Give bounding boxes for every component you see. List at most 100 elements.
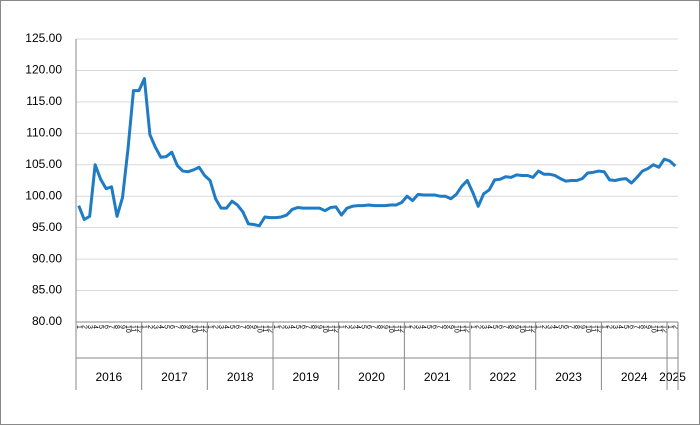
x-group-label: 2017 [161, 370, 188, 384]
x-tick-label: 3 [546, 325, 553, 329]
x-tick-label: 9 [316, 325, 323, 329]
x-tick-label: 1 [141, 325, 148, 329]
x-tick-label: 9 [513, 325, 520, 329]
x-tick-label: 2 [474, 325, 481, 329]
x-tick-label: 11 [327, 325, 334, 332]
x-group-label: 2025 [659, 370, 686, 384]
x-group-label: 2022 [490, 370, 517, 384]
x-tick-label: 6 [234, 325, 241, 329]
x-tick-label: 12 [595, 325, 602, 333]
x-tick-label: 7 [239, 325, 246, 329]
x-tick-label: 11 [130, 325, 137, 332]
x-tick-label: 6 [365, 325, 372, 329]
x-tick-label: 4 [354, 325, 361, 329]
x-tick-label: 11 [655, 325, 662, 332]
x-tick-label: 10 [255, 325, 262, 333]
x-tick-label: 5 [228, 325, 235, 329]
y-tick-label: 85.00 [32, 283, 62, 297]
x-tick-label: 7 [173, 325, 180, 329]
x-tick-label: 12 [201, 325, 208, 333]
x-tick-label: 10 [124, 325, 131, 333]
x-tick-label: 3 [152, 325, 159, 329]
x-tick-label: 1 [469, 325, 476, 329]
y-tick-label: 105.00 [25, 157, 62, 171]
x-tick-label: 7 [436, 325, 443, 329]
x-tick-label: 4 [617, 325, 624, 329]
x-tick-label: 8 [639, 325, 646, 329]
x-tick-label: 4 [288, 325, 295, 329]
y-tick-label: 110.00 [26, 126, 62, 140]
x-tick-label: 5 [294, 325, 301, 329]
x-group-label: 2018 [227, 370, 254, 384]
x-tick-label: 8 [507, 325, 514, 329]
x-tick-label: 1 [206, 325, 213, 329]
y-tick-label: 115.00 [26, 94, 62, 108]
x-tick-label: 4 [223, 325, 230, 329]
x-tick-label: 6 [496, 325, 503, 329]
x-tick-label: 6 [102, 325, 109, 329]
x-tick-label: 10 [387, 325, 394, 333]
x-tick-label: 3 [86, 325, 93, 329]
x-tick-label: 8 [573, 325, 580, 329]
x-tick-label: 7 [305, 325, 312, 329]
x-tick-label: 4 [420, 325, 427, 329]
x-tick-label: 2 [409, 325, 416, 329]
x-tick-label: 7 [633, 325, 640, 329]
y-tick-label: 90.00 [32, 251, 62, 265]
x-tick-label: 5 [556, 325, 563, 329]
x-tick-label: 11 [589, 325, 596, 332]
x-tick-label: 2 [212, 325, 219, 329]
x-tick-label: 4 [485, 325, 492, 329]
x-tick-label: 6 [168, 325, 175, 329]
x-tick-label: 10 [584, 325, 591, 333]
x-tick-label: 10 [190, 325, 197, 333]
x-tick-label: 3 [611, 325, 618, 329]
x-tick-label: 4 [91, 325, 98, 329]
x-tick-label: 8 [376, 325, 383, 329]
y-tick-label: 100.00 [25, 188, 62, 202]
x-group-label: 2023 [555, 370, 582, 384]
x-tick-label: 5 [425, 325, 432, 329]
x-tick-label: 8 [179, 325, 186, 329]
x-tick-label: 2 [606, 325, 613, 329]
x-tick-label: 3 [349, 325, 356, 329]
x-group-label: 2024 [621, 370, 648, 384]
x-tick-label: 8 [442, 325, 449, 329]
x-tick-label: 11 [261, 325, 268, 332]
x-tick-label: 9 [250, 325, 257, 329]
y-tick-label: 95.00 [32, 220, 62, 234]
x-tick-label: 2 [277, 325, 284, 329]
x-tick-label: 6 [562, 325, 569, 329]
x-tick-label: 8 [245, 325, 252, 329]
x-tick-label: 6 [628, 325, 635, 329]
x-tick-label: 9 [184, 325, 191, 329]
x-tick-label: 9 [578, 325, 585, 329]
x-tick-label: 2 [146, 325, 153, 329]
x-tick-label: 7 [108, 325, 115, 329]
x-tick-label: 5 [622, 325, 629, 329]
data-line [77, 77, 677, 228]
x-group-label: 2021 [424, 370, 451, 384]
x-tick-label: 2 [80, 325, 87, 329]
x-tick-label: 12 [266, 325, 273, 333]
x-tick-label: 12 [660, 325, 667, 333]
x-tick-label: 5 [162, 325, 169, 329]
y-tick-label: 125.00 [25, 31, 62, 45]
x-tick-label: 12 [332, 325, 339, 333]
x-tick-label: 12 [135, 325, 142, 333]
x-tick-label: 9 [644, 325, 651, 329]
x-tick-label: 5 [491, 325, 498, 329]
x-tick-label: 9 [447, 325, 454, 329]
x-group-label: 2019 [293, 370, 320, 384]
x-tick-label: 11 [195, 325, 202, 332]
x-tick-label: 12 [398, 325, 405, 333]
x-tick-label: 7 [370, 325, 377, 329]
x-tick-label: 6 [299, 325, 306, 329]
x-tick-label: 11 [524, 325, 531, 332]
x-tick-label: 8 [310, 325, 317, 329]
x-group-label: 2020 [358, 370, 385, 384]
x-tick-label: 12 [463, 325, 470, 333]
x-tick-label: 3 [217, 325, 224, 329]
